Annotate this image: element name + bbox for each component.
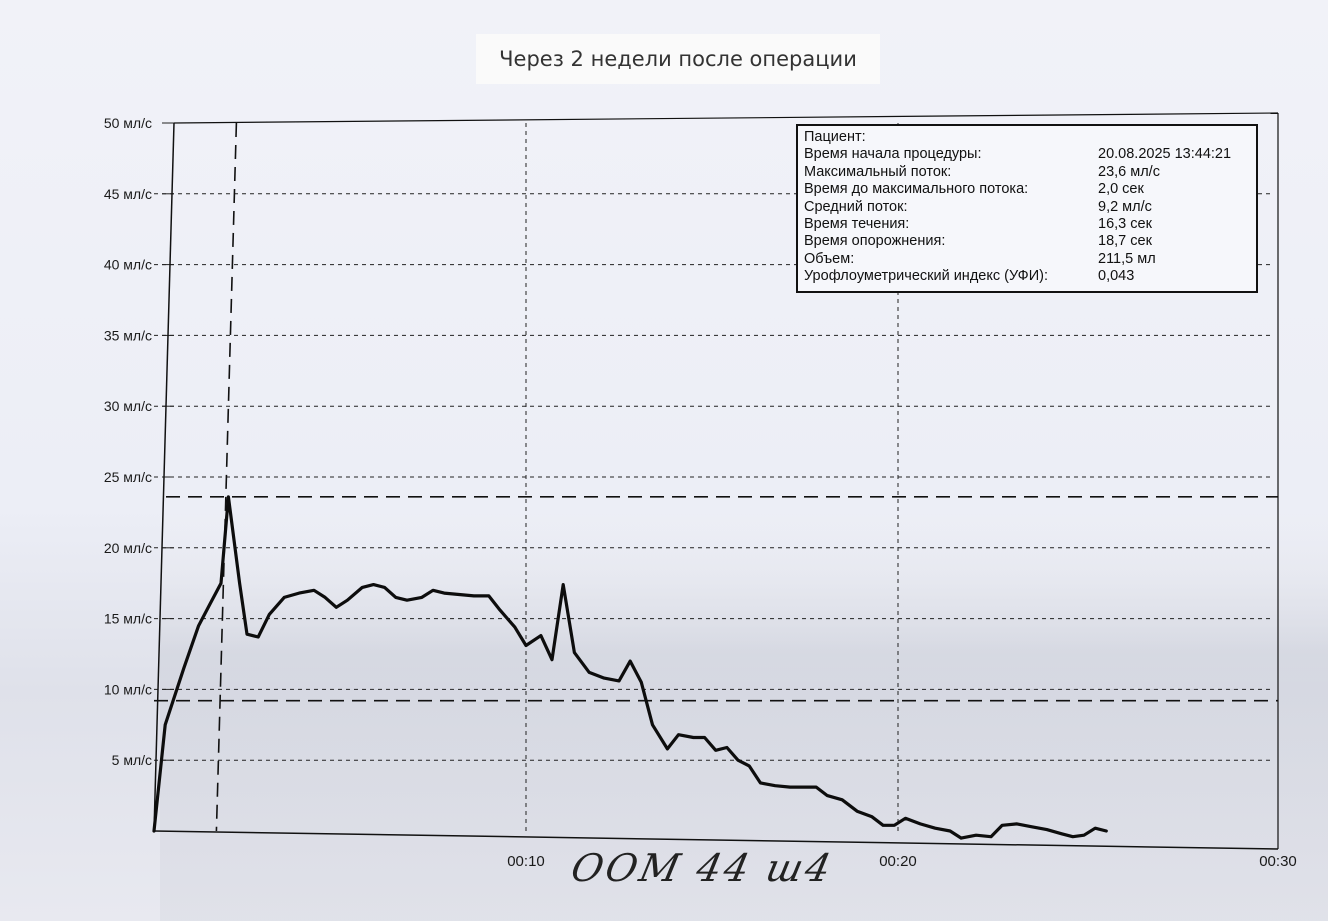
plot-background (160, 505, 1328, 921)
y-tick-label: 40 мл/с (104, 257, 152, 273)
y-tick-label: 15 мл/с (104, 611, 152, 627)
info-label: Максимальный поток: (804, 163, 952, 180)
info-value: 211,5 мл (1098, 250, 1156, 267)
info-row-patient: Пациент: (804, 129, 1250, 146)
info-label: Время опорожнения: (804, 233, 946, 250)
tick-labels: 5 мл/с 10 мл/с 15 мл/с 20 мл/с 25 мл/с 30 мл/… (104, 115, 1297, 870)
y-tick-label: 10 мл/с (104, 681, 152, 697)
info-label: Время до максимального потока: (804, 181, 1029, 198)
info-value: 9,2 мл/с (1098, 198, 1152, 215)
flow-curve (152, 495, 1108, 840)
info-value: 23,6 мл/с (1098, 163, 1160, 180)
y-axis (153, 122, 175, 832)
x-tick-label: 00:20 (879, 853, 917, 870)
patient-info-box: Пациент: Время начала процедуры: 20.08.2… (796, 124, 1258, 293)
y-tick-label: 30 мл/с (104, 398, 152, 414)
x-tick-label: 00:10 (507, 853, 545, 870)
y-tick-label: 50 мл/с (104, 115, 152, 131)
info-value: 18,7 сек (1098, 233, 1152, 250)
y-tick-label: 20 мл/с (104, 540, 152, 556)
info-value: 20.08.2025 13:44:21 (1098, 146, 1232, 163)
reference-lines (154, 122, 1278, 832)
info-row-max-flow: Максимальный поток: 23,6 мл/с (804, 164, 1250, 181)
handwritten-note: OOM 44 ш4 (567, 846, 838, 890)
info-label: Объем: (804, 250, 855, 267)
info-row-flow-time: Время течения: 16,3 сек (804, 216, 1250, 233)
info-value: 2,0 сек (1098, 181, 1144, 198)
info-label: Время течения: (804, 215, 910, 232)
y-tick-label: 5 мл/с (112, 752, 152, 768)
info-row-start-time: Время начала процедуры: 20.08.2025 13:44… (804, 146, 1250, 163)
info-label: Урофлоуметрический индекс (УФИ): (804, 268, 1048, 285)
info-row-time-to-max: Время до максимального потока: 2,0 сек (804, 181, 1250, 198)
info-row-ufi: Урофлоуметрический индекс (УФИ): 0,043 (804, 268, 1250, 285)
y-tick-label: 25 мл/с (104, 469, 152, 485)
axes (153, 112, 1279, 850)
info-label: Пациент: (804, 129, 866, 145)
page-caption: Через 2 недели после операции (476, 34, 880, 84)
info-label: Средний поток: (804, 198, 908, 215)
info-row-avg-flow: Средний поток: 9,2 мл/с (804, 199, 1250, 216)
series-layer (152, 495, 1108, 840)
y-tick-label: 35 мл/с (104, 327, 152, 343)
top-border (173, 112, 1279, 124)
info-value: 0,043 (1098, 268, 1135, 285)
info-value: 16,3 сек (1098, 215, 1152, 232)
info-row-volume: Объем: 211,5 мл (804, 251, 1250, 268)
y-tick-label: 45 мл/с (104, 186, 152, 202)
time-to-max-line (215, 122, 238, 832)
info-row-voiding-time: Время опорожнения: 18,7 сек (804, 233, 1250, 250)
x-tick-label: 00:30 (1259, 853, 1297, 870)
x-axis (153, 830, 1279, 850)
info-label: Время начала процедуры: (804, 146, 982, 163)
